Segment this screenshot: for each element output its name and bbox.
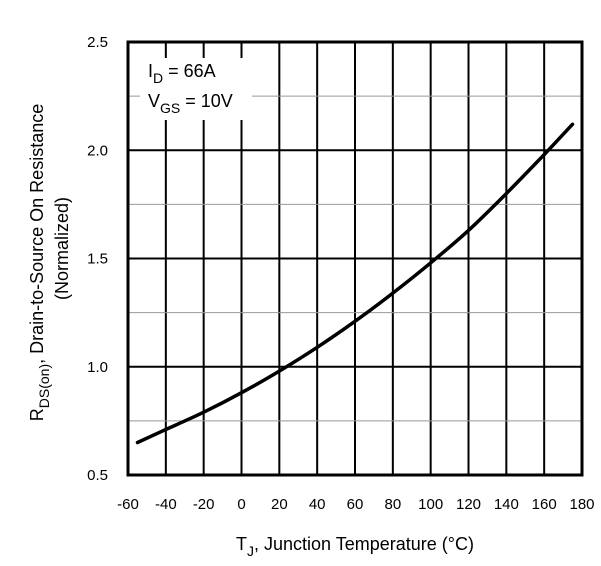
y-tick-labels: 0.5 1.0 1.5 2.0 2.5 (87, 34, 108, 484)
x-tick-label: -20 (193, 496, 215, 513)
y-axis-label: RDS(on), Drain-to-Source On Resistance (27, 104, 52, 421)
x-tick-label: 100 (418, 496, 443, 513)
y-tick-label: 2.5 (87, 34, 108, 51)
x-tick-label: 20 (271, 496, 288, 513)
x-tick-label: 80 (384, 496, 401, 513)
x-tick-label: 160 (532, 496, 557, 513)
x-tick-label: 0 (237, 496, 245, 513)
series-line (135, 122, 575, 445)
series-group (135, 122, 575, 445)
annotation-box (140, 58, 252, 120)
annotation-vgs: VGS = 10V (148, 91, 233, 116)
annotation-id: ID = 66A (148, 61, 216, 86)
x-tick-label: -60 (117, 496, 139, 513)
y-axis-label-line2: (Normalized) (52, 197, 72, 300)
plot-frame (126, 40, 584, 477)
y-tick-label: 1.0 (87, 359, 108, 376)
x-tick-label: 40 (309, 496, 326, 513)
x-tick-label: 140 (494, 496, 519, 513)
x-tick-labels: -60 -40 -20 0 20 40 60 80 100 120 140 160 180 (117, 496, 594, 513)
y-tick-label: 0.5 (87, 467, 108, 484)
x-tick-label: 60 (347, 496, 364, 513)
x-tick-label: 180 (569, 496, 594, 513)
x-tick-label: -40 (155, 496, 177, 513)
y-tick-label: 1.5 (87, 251, 108, 268)
y-tick-label: 2.0 (87, 142, 108, 159)
x-tick-label: 120 (456, 496, 481, 513)
x-axis-label: TJ, Junction Temperature (°C) (236, 534, 474, 559)
